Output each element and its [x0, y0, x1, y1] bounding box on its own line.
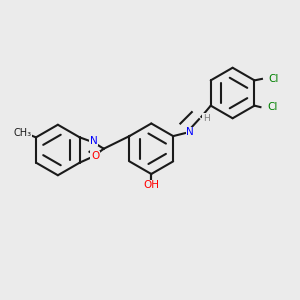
Text: O: O: [91, 151, 99, 161]
Text: Cl: Cl: [267, 102, 278, 112]
Text: CH₃: CH₃: [14, 128, 32, 138]
Text: OH: OH: [143, 180, 159, 190]
Text: OH: OH: [143, 180, 159, 190]
Text: N: N: [186, 127, 194, 137]
Text: N: N: [90, 136, 98, 146]
Text: Cl: Cl: [268, 74, 279, 84]
Text: H: H: [203, 114, 210, 123]
